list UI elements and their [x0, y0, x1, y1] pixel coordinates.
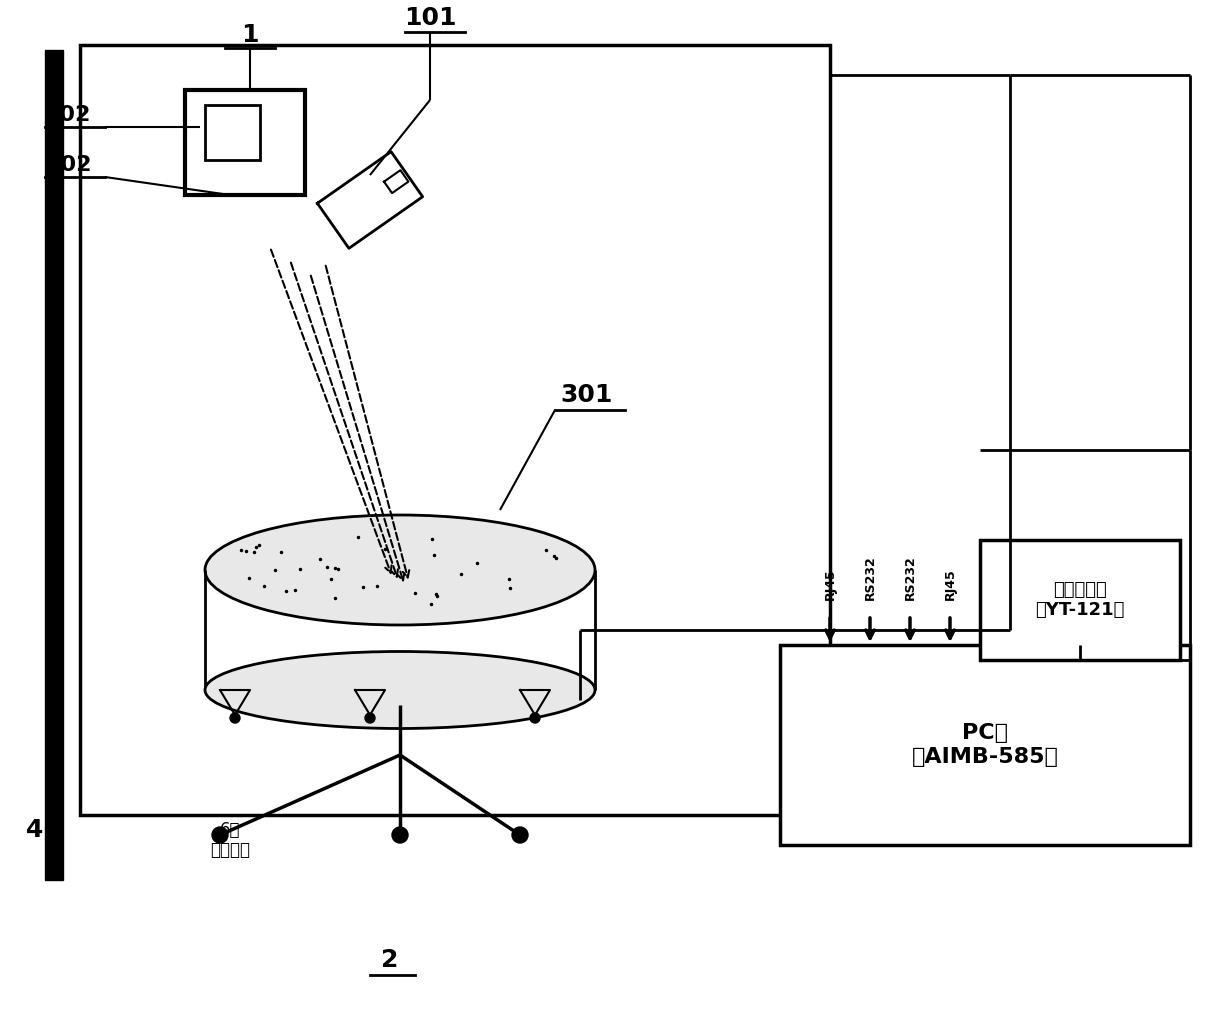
Text: 101: 101 [404, 6, 456, 30]
Text: PC机
（AIMB-585）: PC机 （AIMB-585） [911, 723, 1059, 767]
Text: RJ45: RJ45 [824, 568, 837, 600]
Bar [186, 90, 304, 195]
Text: RS232: RS232 [904, 556, 917, 600]
Bar [45, 50, 63, 880]
Text: RS232: RS232 [864, 556, 877, 600]
Circle shape [365, 713, 375, 723]
Circle shape [230, 713, 240, 723]
Ellipse shape [205, 651, 596, 728]
Circle shape [212, 827, 228, 843]
Bar [205, 105, 260, 160]
Circle shape [530, 713, 540, 723]
Text: RJ45: RJ45 [944, 568, 957, 600]
Ellipse shape [205, 515, 596, 625]
Text: 302: 302 [45, 105, 91, 125]
Circle shape [512, 827, 528, 843]
Circle shape [392, 827, 408, 843]
Text: 4: 4 [27, 818, 44, 842]
Bar [80, 45, 830, 815]
Text: 6线
编码器线: 6线 编码器线 [210, 821, 250, 860]
Text: 301: 301 [560, 383, 613, 407]
Text: 2: 2 [381, 948, 399, 972]
Text: 1: 1 [241, 23, 258, 47]
Text: 102: 102 [45, 155, 91, 175]
Text: 触摸显示屏
（YT-121）: 触摸显示屏 （YT-121） [1036, 580, 1124, 620]
Bar [980, 539, 1180, 660]
Bar [780, 645, 1190, 845]
